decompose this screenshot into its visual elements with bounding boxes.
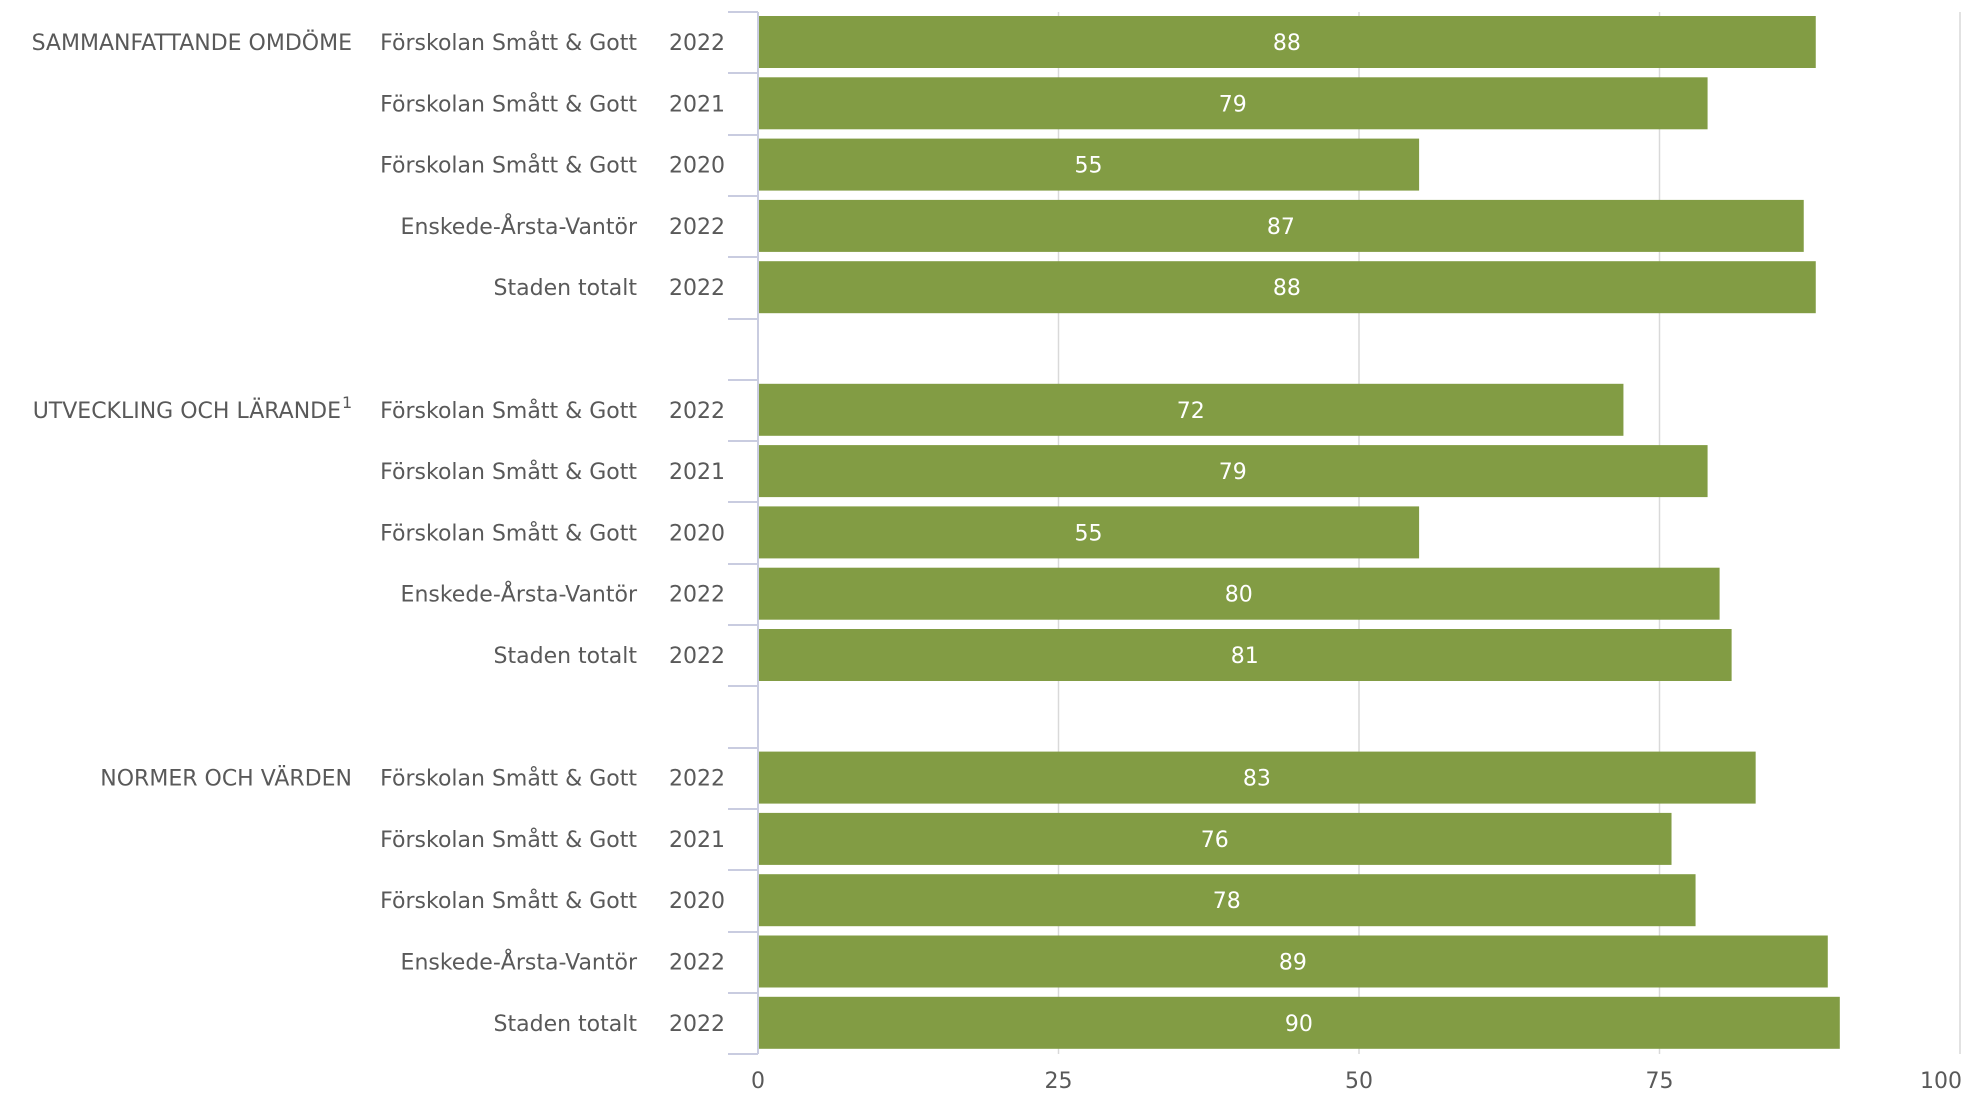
value-label-2-3: 89 [1279, 951, 1307, 976]
bar-2-4 [758, 996, 1840, 1049]
row-year-label-2-4: 2022 [669, 1012, 725, 1037]
row-name-label-1-0: Förskolan Smått & Gott [380, 398, 637, 424]
row-year-label-1-0: 2022 [669, 399, 725, 424]
group-label-0: SAMMANFATTANDE OMDÖME [32, 30, 352, 56]
row-name-label-2-1: Förskolan Smått & Gott [380, 827, 637, 853]
row-name-label-0-3: Enskede-Årsta-Vantör [401, 213, 638, 240]
value-label-0-1: 79 [1219, 92, 1247, 117]
bar-1-4 [758, 629, 1732, 681]
value-label-2-4: 90 [1285, 1012, 1313, 1037]
value-label-1-0: 72 [1177, 399, 1205, 424]
row-year-label-1-1: 2021 [669, 460, 725, 485]
row-year-label-2-1: 2021 [669, 828, 725, 853]
row-name-label-2-3: Enskede-Årsta-Vantör [401, 949, 638, 976]
row-name-label-1-2: Förskolan Smått & Gott [380, 520, 637, 546]
value-label-1-4: 81 [1231, 644, 1259, 669]
bar-2-1 [758, 812, 1672, 865]
row-year-label-1-2: 2020 [669, 521, 725, 546]
bar-0-2 [758, 138, 1420, 191]
row-year-label-0-3: 2022 [669, 215, 725, 240]
value-label-2-2: 78 [1213, 889, 1241, 914]
value-label-1-1: 79 [1219, 460, 1247, 485]
group-label-2: NORMER OCH VÄRDEN [100, 766, 352, 792]
bar-0-0 [758, 16, 1816, 68]
value-label-2-0: 83 [1243, 767, 1271, 792]
row-year-label-0-0: 2022 [669, 31, 725, 56]
bars: 88 79 55 87 88 72 79 55 80 81 83 76 78 89 90 [758, 16, 1840, 1049]
bar-0-3 [758, 199, 1804, 252]
value-label-1-2: 55 [1075, 521, 1103, 546]
value-label-0-4: 88 [1273, 276, 1301, 301]
bar-2-3 [758, 935, 1828, 988]
row-name-label-2-4: Staden totalt [494, 1012, 638, 1037]
group-superscript-1: 1 [342, 393, 352, 412]
value-label-0-3: 87 [1267, 215, 1295, 240]
row-name-label-0-2: Förskolan Smått & Gott [380, 153, 637, 179]
row-name-label-0-0: Förskolan Smått & Gott [380, 30, 637, 56]
row-year-label-2-0: 2022 [669, 767, 725, 792]
row-name-label-1-1: Förskolan Smått & Gott [380, 459, 637, 485]
value-label-0-2: 55 [1075, 154, 1103, 179]
x-axis-ticks: 0 25 50 75 100 [751, 1069, 1962, 1094]
row-name-label-0-1: Förskolan Smått & Gott [380, 91, 637, 117]
row-year-label-1-4: 2022 [669, 644, 725, 669]
bar-0-4 [758, 261, 1816, 314]
x-tick-label-25: 25 [1045, 1069, 1073, 1094]
x-tick-label-100: 100 [1920, 1069, 1962, 1094]
x-tick-label-50: 50 [1345, 1069, 1373, 1094]
bar-1-1 [758, 445, 1708, 498]
row-year-label-0-1: 2021 [669, 92, 725, 117]
bar-1-0 [758, 383, 1624, 436]
bar-2-0 [758, 751, 1756, 804]
bar-1-2 [758, 506, 1420, 559]
row-name-label-1-3: Enskede-Årsta-Vantör [401, 581, 638, 608]
bar-0-1 [758, 77, 1708, 130]
y-axis [728, 11, 759, 1055]
group-label-1: UTVECKLING OCH LÄRANDE [33, 398, 341, 424]
row-year-label-2-2: 2020 [669, 889, 725, 914]
row-name-label-2-0: Förskolan Smått & Gott [380, 766, 637, 792]
row-year-label-0-4: 2022 [669, 276, 725, 301]
row-year-label-1-3: 2022 [669, 583, 725, 608]
x-tick-label-0: 0 [751, 1069, 765, 1094]
x-tick-label-75: 75 [1646, 1069, 1674, 1094]
category-labels: Förskolan Smått & Gott 2022 SAMMANFATTANDE… [32, 30, 725, 1037]
bar-2-2 [758, 874, 1696, 927]
row-year-label-0-2: 2020 [669, 154, 725, 179]
value-label-2-1: 76 [1201, 828, 1229, 853]
row-year-label-2-3: 2022 [669, 951, 725, 976]
value-label-0-0: 88 [1273, 31, 1301, 56]
bar-1-3 [758, 567, 1720, 620]
value-label-1-3: 80 [1225, 583, 1253, 608]
row-name-label-2-2: Förskolan Smått & Gott [380, 888, 637, 914]
row-name-label-1-4: Staden totalt [494, 644, 638, 669]
row-name-label-0-4: Staden totalt [494, 276, 638, 301]
